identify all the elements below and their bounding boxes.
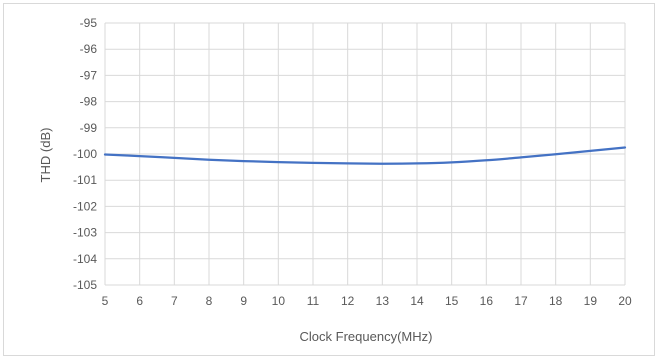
y-tick-label: -105 [73,278,97,292]
y-tick-label: -103 [73,226,97,240]
y-tick-label: -98 [80,95,98,109]
series-lines [103,146,627,165]
x-tick-label: 7 [171,294,178,308]
x-tick-label: 10 [272,294,286,308]
x-tick-label: 11 [307,294,320,308]
x-tick-label: 6 [136,294,143,308]
x-tick-label: 18 [549,294,563,308]
x-tick-label: 8 [206,294,213,308]
x-tick-label: 15 [445,294,459,308]
x-tick-label: 19 [584,294,598,308]
y-axis-title: THD (dB) [38,128,53,183]
x-tick-label: 14 [410,294,424,308]
tick-labels: -95 -96 -97 -98 -99 -100 -101 -102 -103 -104 -105 5… [73,16,632,308]
y-tick-label: -96 [80,42,98,56]
y-tick-label: -100 [73,147,97,161]
x-axis-title: Clock Frequency(MHz) [300,329,433,344]
series-line-0 [103,146,627,165]
x-tick-label: 13 [376,294,390,308]
x-tick-label: 20 [618,294,632,308]
y-tick-label: -102 [73,199,97,213]
y-tick-label: -97 [80,68,98,82]
y-tick-label: -99 [80,121,98,135]
x-tick-label: 16 [480,294,494,308]
chart-frame [3,3,655,356]
y-tick-label: -101 [73,173,97,187]
x-tick-label: 5 [102,294,109,308]
x-tick-label: 9 [240,294,247,308]
x-tick-label: 12 [341,294,355,308]
x-tick-label: 17 [514,294,528,308]
y-tick-label: -95 [80,16,98,30]
gridlines [104,22,626,286]
y-tick-label: -104 [73,252,97,266]
